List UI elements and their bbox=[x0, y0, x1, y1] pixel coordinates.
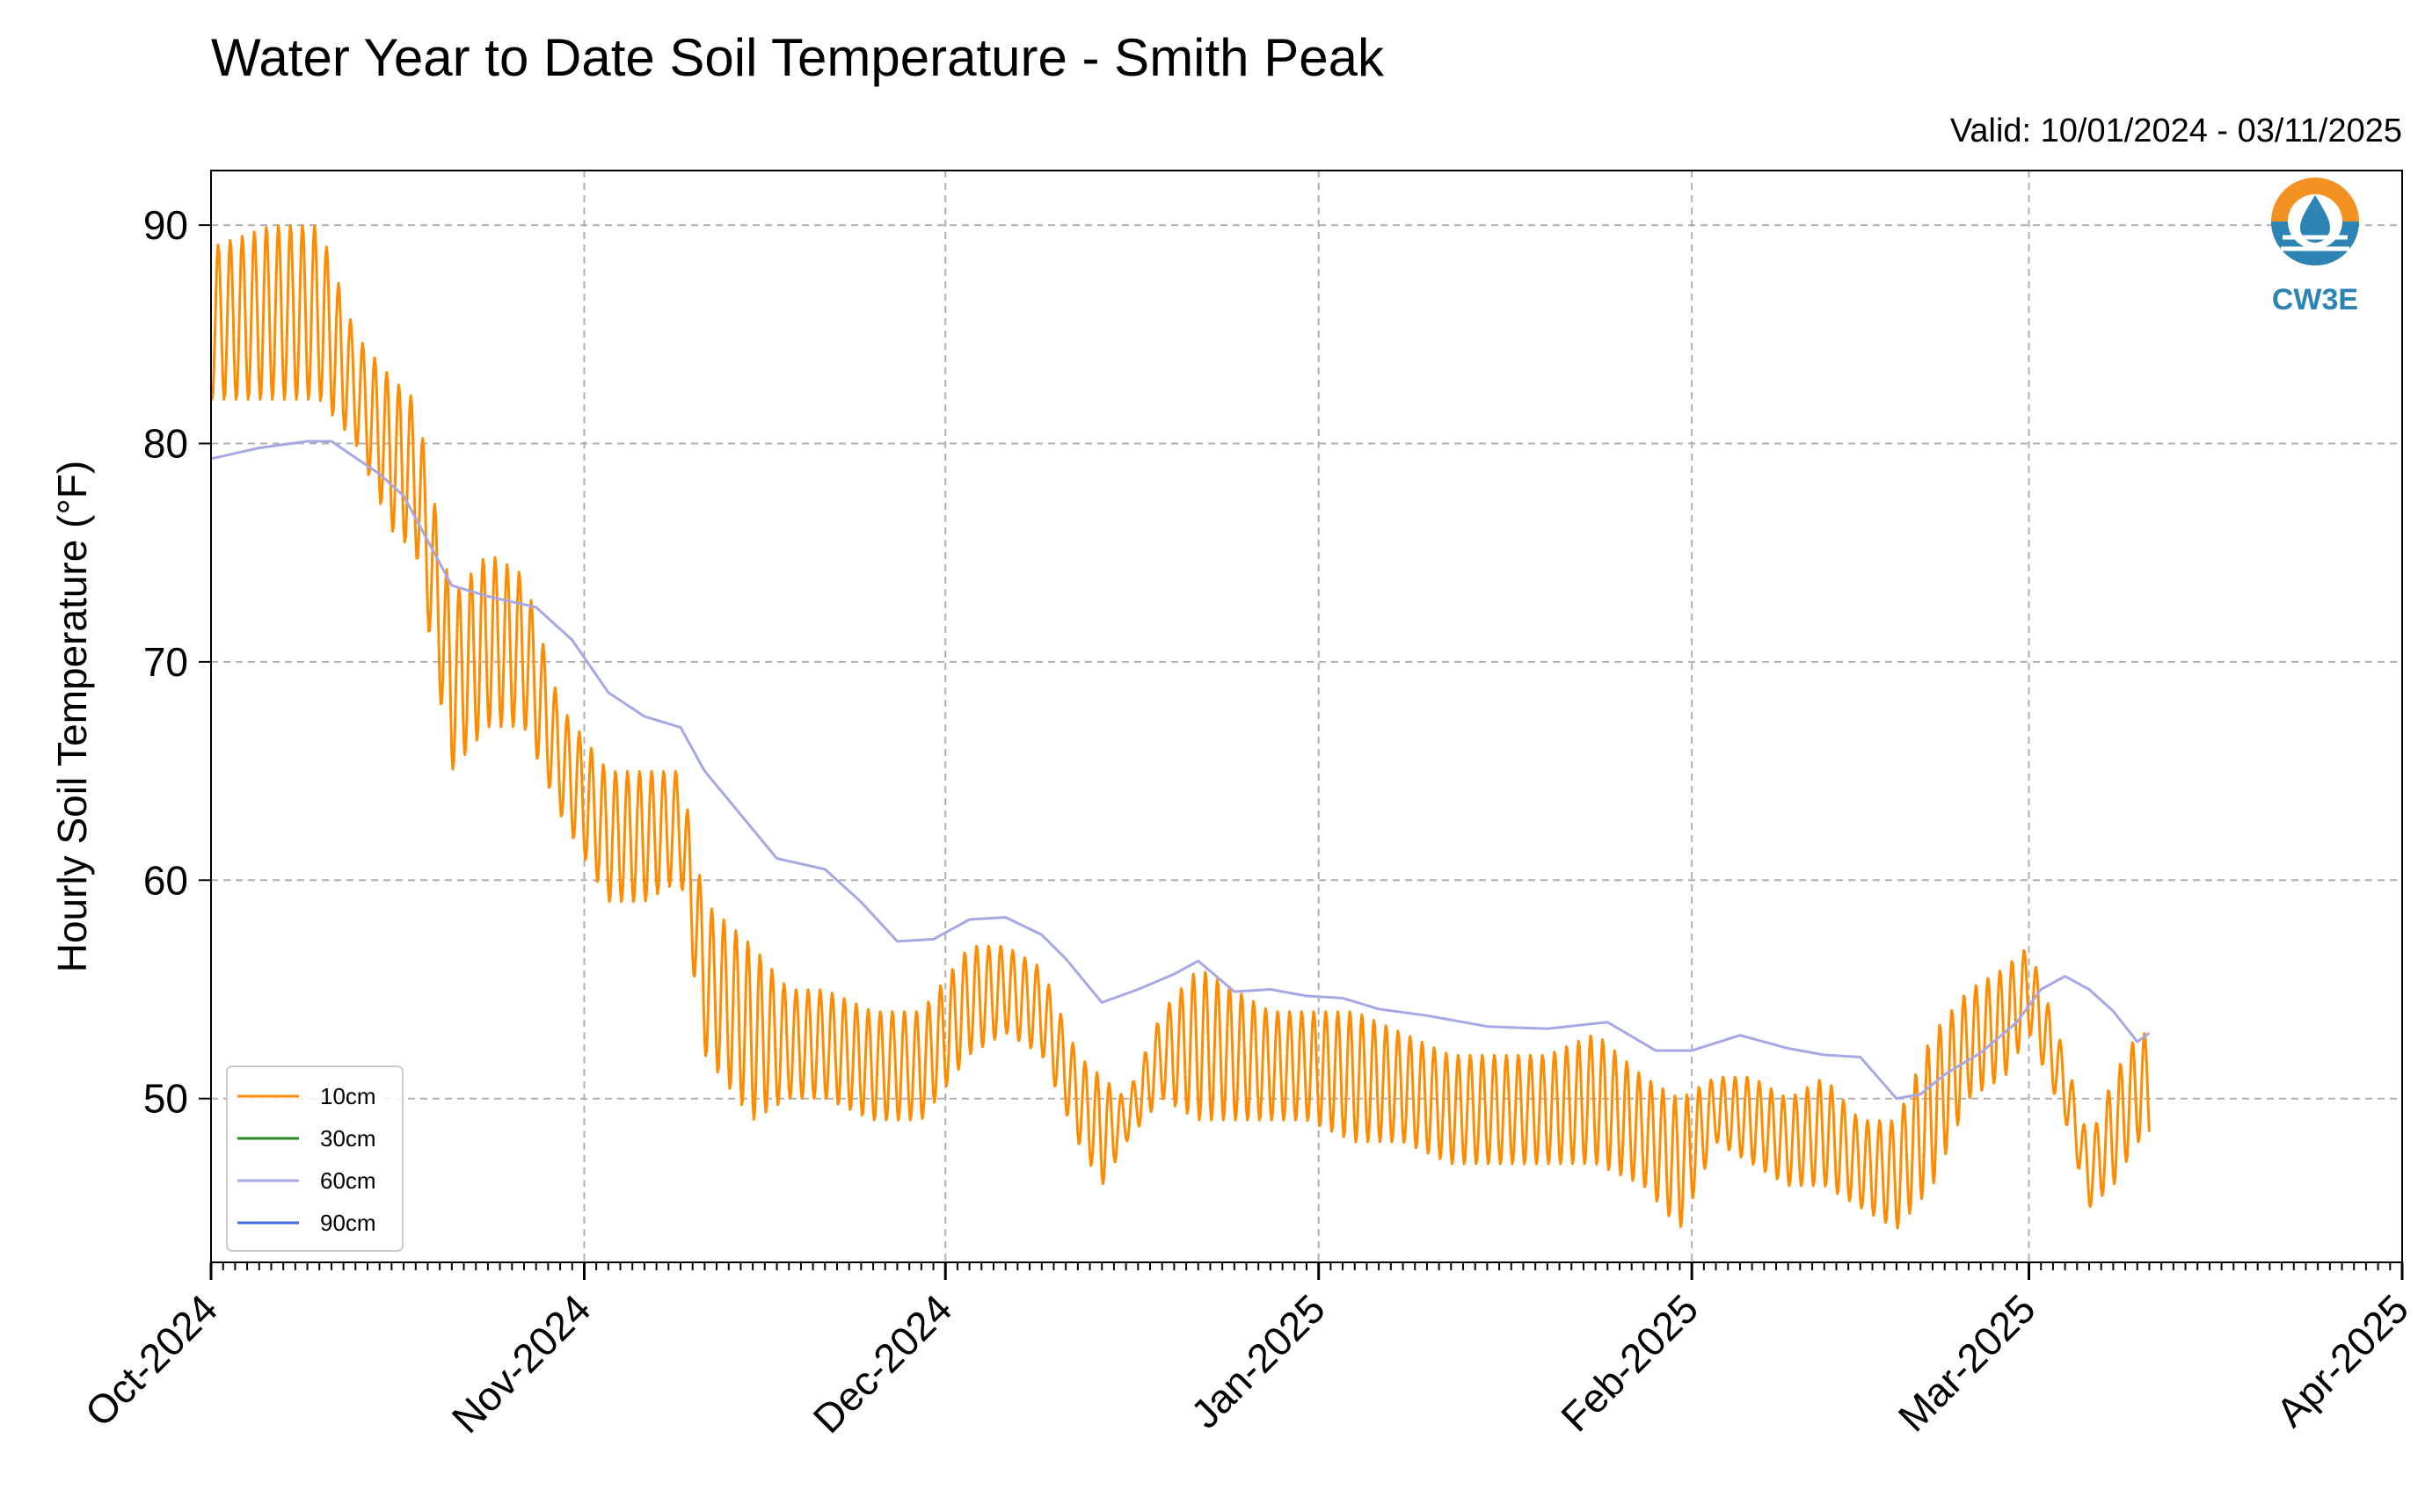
legend-label: 30cm bbox=[320, 1125, 376, 1152]
x-tick-label: Feb-2025 bbox=[1552, 1285, 1707, 1440]
x-tick-label: Oct-2024 bbox=[76, 1285, 227, 1436]
axes: 50 60 70 80 90 Oct-2024 Nov-2024 Dec-2024 Jan-20… bbox=[76, 202, 2418, 1442]
chart-subtitle: Valid: 10/01/2024 - 03/11/2025 bbox=[1950, 113, 2402, 149]
legend-label: 60cm bbox=[320, 1167, 376, 1194]
y-axis-label: Hourly Soil Temperature (°F) bbox=[49, 461, 95, 973]
y-tick-label: 50 bbox=[143, 1076, 188, 1122]
logo-droplet-icon bbox=[2300, 195, 2330, 243]
x-tick-label: Jan-2025 bbox=[1182, 1285, 1333, 1436]
series-layer bbox=[209, 224, 2151, 1230]
x-tick-label: Nov-2024 bbox=[443, 1285, 600, 1442]
logo-wave-icon bbox=[2281, 235, 2349, 251]
x-tick-label: Mar-2025 bbox=[1890, 1285, 2044, 1440]
series-line-60cm bbox=[210, 440, 2151, 1101]
legend-label: 90cm bbox=[320, 1210, 376, 1236]
grid-lines bbox=[211, 171, 2402, 1262]
legend: 10cm 30cm 60cm 90cm bbox=[226, 1065, 404, 1252]
x-tick-label: Dec-2024 bbox=[804, 1285, 960, 1442]
chart-title: Water Year to Date Soil Temperature - Sm… bbox=[211, 28, 1385, 87]
legend-box bbox=[226, 1065, 404, 1252]
y-tick-label: 80 bbox=[143, 421, 188, 467]
y-tick-label: 60 bbox=[143, 857, 188, 903]
x-tick-label: Apr-2025 bbox=[2267, 1285, 2417, 1436]
legend-label: 10cm bbox=[320, 1083, 376, 1109]
y-tick-label: 70 bbox=[143, 639, 188, 685]
series-line-10cm bbox=[209, 224, 2151, 1230]
y-tick-label: 90 bbox=[143, 202, 188, 248]
logo-text: CW3E bbox=[2272, 283, 2358, 316]
cw3e-logo: CW3E bbox=[2271, 178, 2359, 316]
